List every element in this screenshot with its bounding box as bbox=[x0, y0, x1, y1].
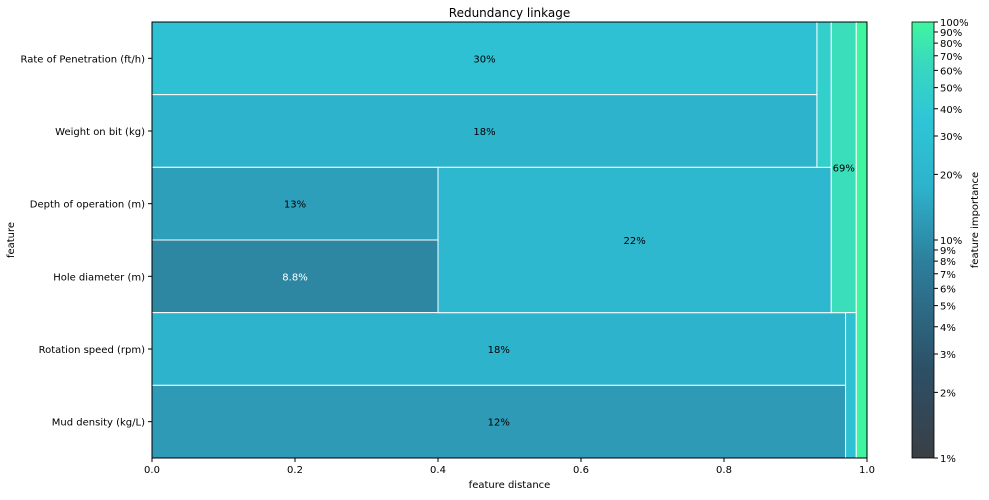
leaf-cell-3-value: 8.8% bbox=[282, 272, 307, 283]
leaf-cell-2-value: 13% bbox=[284, 200, 306, 211]
cluster-cell-0-value: 22% bbox=[624, 236, 646, 247]
leaf-cell-4 bbox=[151, 312, 847, 386]
cluster-cell-3 bbox=[845, 312, 857, 459]
chart-title: Redundancy linkage bbox=[449, 6, 570, 20]
tree-cells bbox=[151, 21, 868, 459]
leaf-cell-2 bbox=[151, 166, 439, 241]
axes: 0.0 0.2 0.4 0.6 0.8 1.0 Rate of Penetration (f… bbox=[20, 54, 874, 476]
colorbar-tick-label: 8% bbox=[940, 257, 956, 268]
y-tick-label: Depth of operation (m) bbox=[30, 200, 145, 211]
colorbar-tick-label: 70% bbox=[940, 52, 962, 63]
colorbar-tick-label: 4% bbox=[940, 323, 956, 334]
x-tick-label: 0.0 bbox=[144, 465, 160, 476]
cluster-cell-1 bbox=[816, 21, 832, 168]
colorbar-ticks: 1% 2% 3% 4% 5% 6% 7% 8%9%10% 20% 30% 40% 50% 60% 70% 8… bbox=[934, 18, 969, 465]
y-tick-label: Hole diameter (m) bbox=[53, 272, 145, 283]
cluster-cell-4 bbox=[855, 21, 868, 459]
colorbar-label: feature importance bbox=[970, 172, 981, 268]
leaf-cell-1-value: 18% bbox=[473, 127, 495, 138]
cluster-cell-0 bbox=[437, 166, 832, 314]
leaf-cell-3 bbox=[151, 239, 439, 314]
colorbar-tick-label: 80% bbox=[940, 39, 962, 50]
colorbar-tick-label: 7% bbox=[940, 270, 956, 281]
colorbar-tick-label: 40% bbox=[940, 105, 962, 116]
colorbar-tick-label: 5% bbox=[940, 302, 956, 313]
plot-frame bbox=[151, 21, 868, 459]
colorbar-tick-label: 50% bbox=[940, 84, 962, 95]
colorbar-tick-label: 20% bbox=[940, 170, 962, 181]
colorbar-tick-label: 2% bbox=[940, 388, 956, 399]
leaf-cell-5-value: 12% bbox=[488, 418, 510, 429]
cluster-cell-2 bbox=[830, 21, 857, 314]
x-tick-label: 0.2 bbox=[287, 465, 303, 476]
colorbar-tick-label: 60% bbox=[940, 66, 962, 77]
y-tick-label: Mud density (kg/L) bbox=[52, 418, 145, 429]
colorbar-tick-label: 90% bbox=[940, 28, 962, 39]
leaf-cell-0-value: 30% bbox=[473, 54, 495, 65]
y-axis-label: feature bbox=[6, 222, 17, 258]
leaf-cell-4-value: 18% bbox=[488, 345, 510, 356]
x-axis-label: feature distance bbox=[469, 480, 551, 491]
colorbar-tick-label: 9% bbox=[940, 246, 956, 257]
colorbar-tick-label: 3% bbox=[940, 350, 956, 361]
leaf-cell-5 bbox=[151, 384, 847, 459]
colorbar-tick-label: 6% bbox=[940, 284, 956, 295]
colorbar bbox=[911, 21, 935, 459]
x-tick-label: 0.6 bbox=[573, 465, 589, 476]
x-tick-label: 0.4 bbox=[430, 465, 446, 476]
colorbar-tick-label: 30% bbox=[940, 132, 962, 143]
colorbar-tick-label: 1% bbox=[940, 454, 956, 465]
y-tick-label: Weight on bit (kg) bbox=[55, 127, 145, 138]
colorbar-tick-label: 100% bbox=[940, 18, 969, 29]
x-tick-label: 0.8 bbox=[716, 465, 732, 476]
leaf-cell-1 bbox=[151, 94, 818, 168]
y-tick-label: Rate of Penetration (ft/h) bbox=[20, 54, 145, 65]
tree-cell-labels: 30% 18% 13% 8.8% 18% 12% 22% 69% bbox=[282, 54, 855, 428]
colorbar-tick-label: 10% bbox=[940, 236, 962, 247]
cluster-cell-2-value: 69% bbox=[833, 163, 855, 174]
x-tick-label: 1.0 bbox=[859, 465, 875, 476]
y-tick-label: Rotation speed (rpm) bbox=[39, 345, 145, 356]
leaf-cell-0 bbox=[151, 21, 818, 96]
